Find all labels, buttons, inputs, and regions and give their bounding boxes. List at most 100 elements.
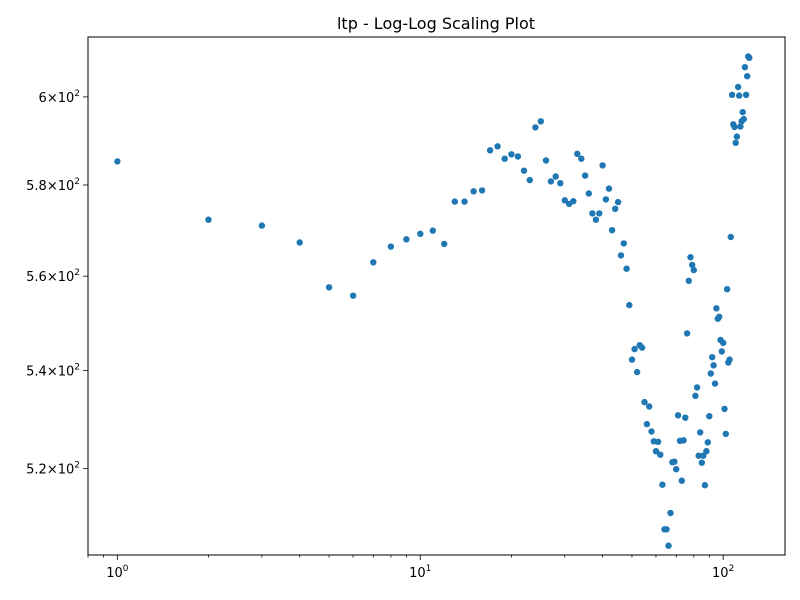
data-point (680, 437, 687, 444)
data-point (739, 108, 746, 116)
data-point (643, 420, 651, 428)
data-point (626, 301, 633, 309)
data-point (701, 482, 709, 489)
data-point (667, 509, 674, 517)
y-tick-label: 6×102 (39, 89, 80, 106)
data-point (732, 139, 739, 146)
data-point (722, 430, 729, 438)
data-point (114, 158, 121, 165)
data-point (526, 176, 533, 184)
data-point (737, 123, 744, 130)
data-point (570, 198, 577, 205)
x-tick-label: 100 (106, 564, 129, 581)
x-tick-label: 101 (409, 564, 431, 581)
data-points (114, 53, 753, 549)
data-point (689, 261, 696, 269)
data-point (205, 216, 212, 223)
data-point (542, 157, 550, 164)
data-point (578, 155, 585, 162)
data-point (728, 91, 736, 99)
data-point (633, 368, 641, 376)
y-axis: 5.2×102 5.4×102 5.6×102 5.8×102 6×102 (26, 89, 88, 478)
data-point (703, 448, 710, 455)
data-point (581, 172, 589, 179)
x-tick-label: 102 (712, 564, 734, 581)
data-point (741, 63, 749, 71)
y-tick-label: 5.2×102 (26, 461, 80, 478)
data-point (441, 240, 448, 248)
data-point (657, 451, 664, 458)
data-point (707, 370, 714, 377)
data-point (646, 403, 653, 410)
data-point (678, 477, 685, 484)
data-point (711, 380, 719, 387)
data-point (602, 196, 610, 203)
data-point (710, 362, 717, 369)
data-point (638, 344, 646, 351)
data-point (727, 233, 734, 241)
data-point (659, 481, 666, 488)
data-point (746, 54, 753, 61)
data-point (608, 227, 616, 234)
data-point (514, 153, 522, 160)
data-point (429, 227, 436, 234)
data-point (734, 83, 742, 91)
plot-frame (87, 36, 786, 556)
data-point (718, 348, 725, 355)
data-point (720, 339, 727, 347)
data-point (614, 198, 622, 206)
data-point (713, 305, 720, 312)
data-point (698, 459, 705, 466)
data-point (470, 188, 477, 195)
data-point (349, 292, 357, 299)
data-point (706, 413, 713, 420)
data-point (695, 452, 702, 459)
y-tick-label: 5.6×102 (26, 268, 80, 285)
data-point (742, 91, 750, 99)
data-point (654, 438, 662, 445)
data-point (736, 92, 743, 99)
data-point (693, 384, 701, 391)
data-point (731, 123, 738, 131)
data-point (537, 118, 544, 125)
data-point (574, 150, 581, 157)
data-point (692, 392, 699, 399)
data-point (494, 143, 501, 150)
data-point (641, 398, 648, 406)
data-point (557, 180, 564, 187)
data-point (683, 330, 691, 337)
data-point (486, 147, 494, 154)
data-point (652, 448, 660, 455)
data-point (258, 222, 266, 229)
data-point (687, 254, 694, 261)
data-point (631, 345, 638, 353)
data-point (451, 198, 458, 205)
data-point (740, 115, 747, 123)
y-tick-label: 5.4×102 (26, 363, 80, 380)
data-point (682, 414, 689, 421)
data-point (403, 236, 410, 243)
x-axis: 100 101 102 (87, 555, 734, 581)
y-tick-label: 5.8×102 (26, 177, 80, 194)
data-point (325, 284, 333, 291)
data-point (599, 162, 606, 169)
data-point (547, 178, 555, 185)
data-point (700, 452, 707, 459)
data-point (663, 526, 670, 533)
data-point (552, 173, 559, 180)
data-point (370, 259, 377, 266)
data-point (665, 542, 672, 549)
data-point (721, 405, 728, 413)
data-point (508, 151, 515, 158)
data-point (733, 133, 741, 140)
data-point (690, 266, 697, 274)
data-point (704, 439, 711, 446)
data-point (596, 210, 603, 217)
data-point (296, 239, 303, 246)
data-point (592, 216, 600, 223)
data-point (628, 356, 636, 363)
data-point (620, 240, 627, 247)
data-point (723, 286, 731, 293)
data-point (417, 230, 424, 237)
